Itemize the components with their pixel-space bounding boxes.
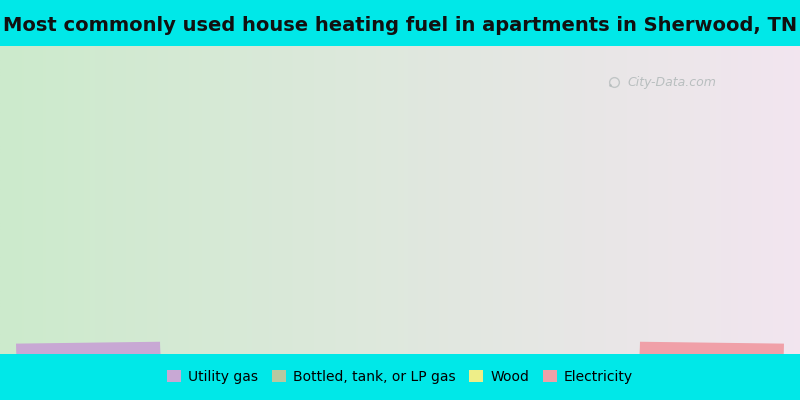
Polygon shape [622,342,784,400]
Polygon shape [16,342,295,400]
Text: City-Data.com: City-Data.com [627,76,717,90]
Text: Most commonly used house heating fuel in apartments in Sherwood, TN: Most commonly used house heating fuel in… [3,16,797,35]
Legend: Utility gas, Bottled, tank, or LP gas, Wood, Electricity: Utility gas, Bottled, tank, or LP gas, W… [162,364,638,390]
